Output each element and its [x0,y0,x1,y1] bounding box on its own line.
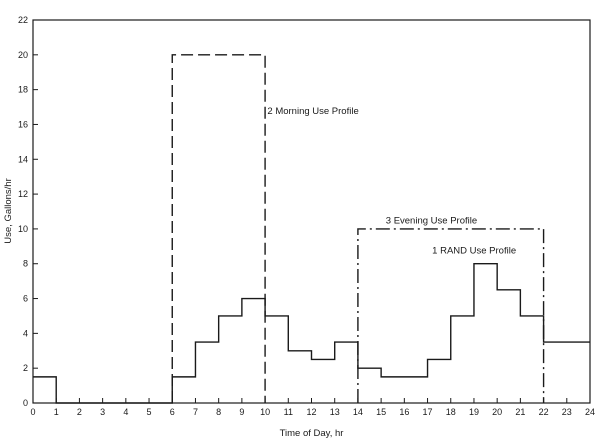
y-axis-label: Use, Gallons/hr [3,178,14,243]
y-tick-label: 6 [23,294,28,304]
y-axis-ticks: 0 2 4 6 8 10 12 14 16 18 20 22 [18,15,38,408]
x-tick-label: 12 [306,407,316,417]
x-tick-label: 2 [77,407,82,417]
x-tick-label: 18 [446,407,456,417]
x-tick-label: 5 [147,407,152,417]
y-tick-label: 18 [18,85,28,95]
x-tick-label: 10 [260,407,270,417]
x-tick-label: 21 [515,407,525,417]
series-3-evening-use-profile [357,228,545,403]
x-tick-label: 6 [170,407,175,417]
y-tick-label: 16 [18,119,28,129]
y-tick-label: 2 [23,363,28,373]
x-tick-label: 14 [353,407,363,417]
x-tick-label: 13 [330,407,340,417]
annotation-label: 2 Morning Use Profile [267,106,358,117]
x-tick-label: 22 [539,407,549,417]
y-tick-label: 8 [23,259,28,269]
x-tick-label: 8 [216,407,221,417]
x-tick-label: 1 [54,407,59,417]
series-2-morning-use-profile [171,54,266,403]
y-tick-label: 14 [18,154,28,164]
x-axis-label: Time of Day, hr [280,428,344,439]
x-tick-label: 0 [30,407,35,417]
x-tick-label: 4 [123,407,128,417]
y-tick-label: 20 [18,50,28,60]
y-tick-label: 22 [18,15,28,25]
x-tick-label: 23 [562,407,572,417]
x-tick-label: 19 [469,407,479,417]
series-1-rand-use-profile [33,263,590,404]
y-tick-label: 10 [18,224,28,234]
x-tick-label: 15 [376,407,386,417]
annotation-label: 3 Evening Use Profile [386,216,477,227]
series-layer [33,54,590,404]
annotation-layer: 2 Morning Use Profile 3 Evening Use Profi… [267,106,516,256]
x-tick-label: 17 [423,407,433,417]
x-tick-label: 7 [193,407,198,417]
x-tick-label: 20 [492,407,502,417]
plot-frame [32,19,591,404]
x-tick-label: 11 [284,407,293,417]
x-tick-label: 16 [399,407,409,417]
y-tick-label: 4 [23,328,28,338]
y-tick-label: 12 [18,189,28,199]
y-tick-label: 0 [23,398,28,408]
x-axis-ticks: 0 1 2 3 4 5 6 7 8 9 10 11 12 13 14 15 16 17 18 19 20 21 22 23 24 [30,398,595,417]
x-tick-label: 3 [100,407,105,417]
x-tick-label: 9 [239,407,244,417]
annotation-label: 1 RAND Use Profile [432,245,516,256]
x-tick-label: 24 [585,407,595,417]
